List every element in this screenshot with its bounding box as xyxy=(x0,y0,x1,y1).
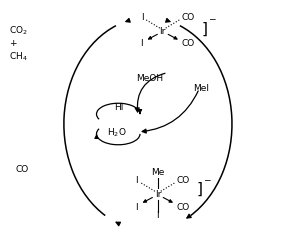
Text: MeOH: MeOH xyxy=(136,74,163,83)
Text: CH$_4$: CH$_4$ xyxy=(10,51,28,63)
Text: CO$_2$: CO$_2$ xyxy=(10,25,28,37)
Text: −: − xyxy=(209,15,216,24)
Text: CO: CO xyxy=(16,165,29,174)
Text: HI: HI xyxy=(114,103,124,112)
Text: I: I xyxy=(156,212,159,220)
Text: MeI: MeI xyxy=(193,84,209,93)
Text: I: I xyxy=(140,39,142,48)
Text: Me: Me xyxy=(151,168,164,177)
Text: CO: CO xyxy=(177,203,190,212)
Text: +: + xyxy=(10,39,17,48)
Text: CO: CO xyxy=(177,176,190,185)
Text: ]: ] xyxy=(201,22,207,36)
Text: I: I xyxy=(135,203,137,212)
Text: I: I xyxy=(141,13,143,22)
Text: CO: CO xyxy=(182,39,195,48)
Text: −: − xyxy=(203,175,211,184)
Text: ]: ] xyxy=(196,182,202,197)
Text: H$_2$O: H$_2$O xyxy=(107,127,127,139)
Text: Ir: Ir xyxy=(155,190,161,199)
Text: Ir: Ir xyxy=(160,27,166,35)
Text: CO: CO xyxy=(182,13,195,22)
Text: I: I xyxy=(135,176,137,185)
